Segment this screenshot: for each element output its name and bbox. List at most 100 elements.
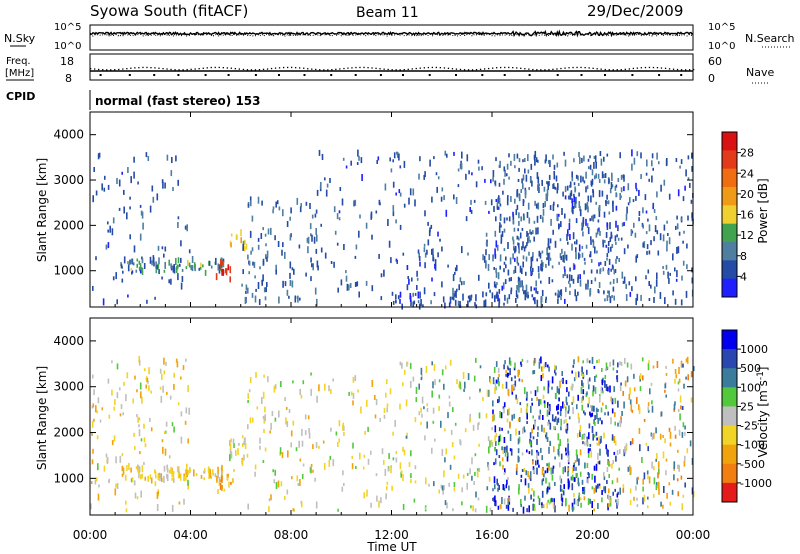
range-cell: [391, 485, 393, 491]
range-cell: [567, 467, 569, 471]
range-cell: [625, 446, 627, 451]
range-cell: [657, 481, 660, 486]
range-cell: [567, 443, 569, 451]
range-cell: [576, 500, 579, 506]
range-cell: [586, 185, 589, 190]
nave-point: [339, 68, 341, 70]
range-cell: [465, 216, 468, 222]
freq-left-tick-bottom: 8: [65, 72, 72, 85]
range-cell: [573, 182, 576, 186]
range-cell: [662, 234, 665, 242]
nave-point: [475, 69, 478, 71]
range-cell: [153, 262, 155, 267]
range-cell: [548, 462, 550, 468]
nave-point: [568, 67, 570, 69]
range-cell: [392, 159, 394, 163]
range-cell: [499, 216, 502, 220]
range-cell: [574, 460, 577, 464]
range-cell: [164, 261, 166, 269]
range-cell: [431, 248, 433, 255]
range-cell: [622, 390, 624, 396]
range-cell: [542, 208, 545, 216]
nave-point: [612, 69, 614, 71]
range-cell: [140, 490, 142, 498]
range-cell: [392, 457, 395, 461]
range-cell: [338, 217, 341, 221]
range-cell: [682, 240, 684, 244]
range-cell: [501, 285, 503, 291]
range-cell: [123, 256, 126, 264]
range-cell: [412, 292, 414, 297]
range-cell: [646, 470, 649, 475]
range-cell: [504, 449, 507, 457]
range-cell: [141, 465, 144, 473]
range-cell: [138, 359, 141, 366]
range-cell: [595, 161, 597, 169]
range-cell: [582, 217, 585, 225]
range-cell: [676, 270, 678, 278]
range-cell: [418, 256, 421, 261]
range-cell: [651, 160, 653, 167]
range-cell: [558, 261, 560, 265]
range-cell: [573, 196, 575, 202]
range-cell: [145, 377, 148, 381]
range-cell: [495, 379, 498, 384]
range-cell: [93, 167, 95, 172]
range-cell: [597, 503, 599, 509]
range-cell: [527, 237, 529, 244]
range-cell: [683, 383, 685, 389]
nave-point: [363, 66, 365, 69]
range-cell: [560, 493, 563, 501]
range-cell: [351, 455, 353, 459]
range-cell: [553, 170, 555, 175]
range-cell: [441, 187, 444, 192]
nave-point: [411, 68, 413, 70]
range-cell: [505, 370, 507, 374]
range-cell: [541, 502, 543, 506]
range-cell: [172, 187, 174, 191]
range-cell: [514, 380, 517, 387]
nave-point: [672, 68, 675, 70]
nave-point: [492, 67, 494, 69]
range-cell: [541, 262, 543, 266]
range-cell: [629, 197, 631, 204]
range-cell: [125, 500, 127, 505]
range-cell: [247, 400, 249, 403]
range-cell: [338, 438, 340, 443]
range-cell: [560, 418, 562, 426]
range-cell: [600, 407, 603, 413]
range-cell: [243, 454, 245, 461]
range-cell: [533, 287, 536, 291]
range-cell: [599, 417, 601, 421]
range-cell: [180, 257, 182, 263]
station-title: Syowa South (fitACF): [90, 2, 248, 20]
nave-point: [323, 69, 325, 71]
range-cell: [469, 396, 471, 400]
range-cell: [608, 503, 610, 508]
range-cell: [541, 424, 543, 432]
range-cell: [598, 461, 600, 465]
range-cell: [570, 190, 573, 197]
range-cell: [565, 396, 568, 403]
range-cell: [154, 296, 156, 300]
range-cell: [472, 505, 474, 512]
range-cell: [479, 388, 481, 392]
range-cell: [332, 378, 334, 382]
beam-label: Beam 11: [356, 5, 419, 21]
range-cell: [548, 245, 551, 250]
range-cell: [142, 222, 144, 230]
range-cell: [546, 248, 548, 256]
range-cell: [593, 419, 595, 425]
range-cell: [684, 455, 686, 461]
range-cell: [560, 221, 562, 228]
range-cell: [338, 210, 341, 214]
range-cell: [307, 415, 310, 420]
range-cell: [521, 469, 524, 472]
nave-point: [680, 69, 683, 71]
range-cell: [545, 263, 547, 268]
range-cell: [660, 411, 663, 417]
range-cell: [528, 187, 530, 190]
range-cell: [305, 272, 307, 277]
range-cell: [677, 246, 680, 254]
range-cell: [564, 186, 567, 193]
